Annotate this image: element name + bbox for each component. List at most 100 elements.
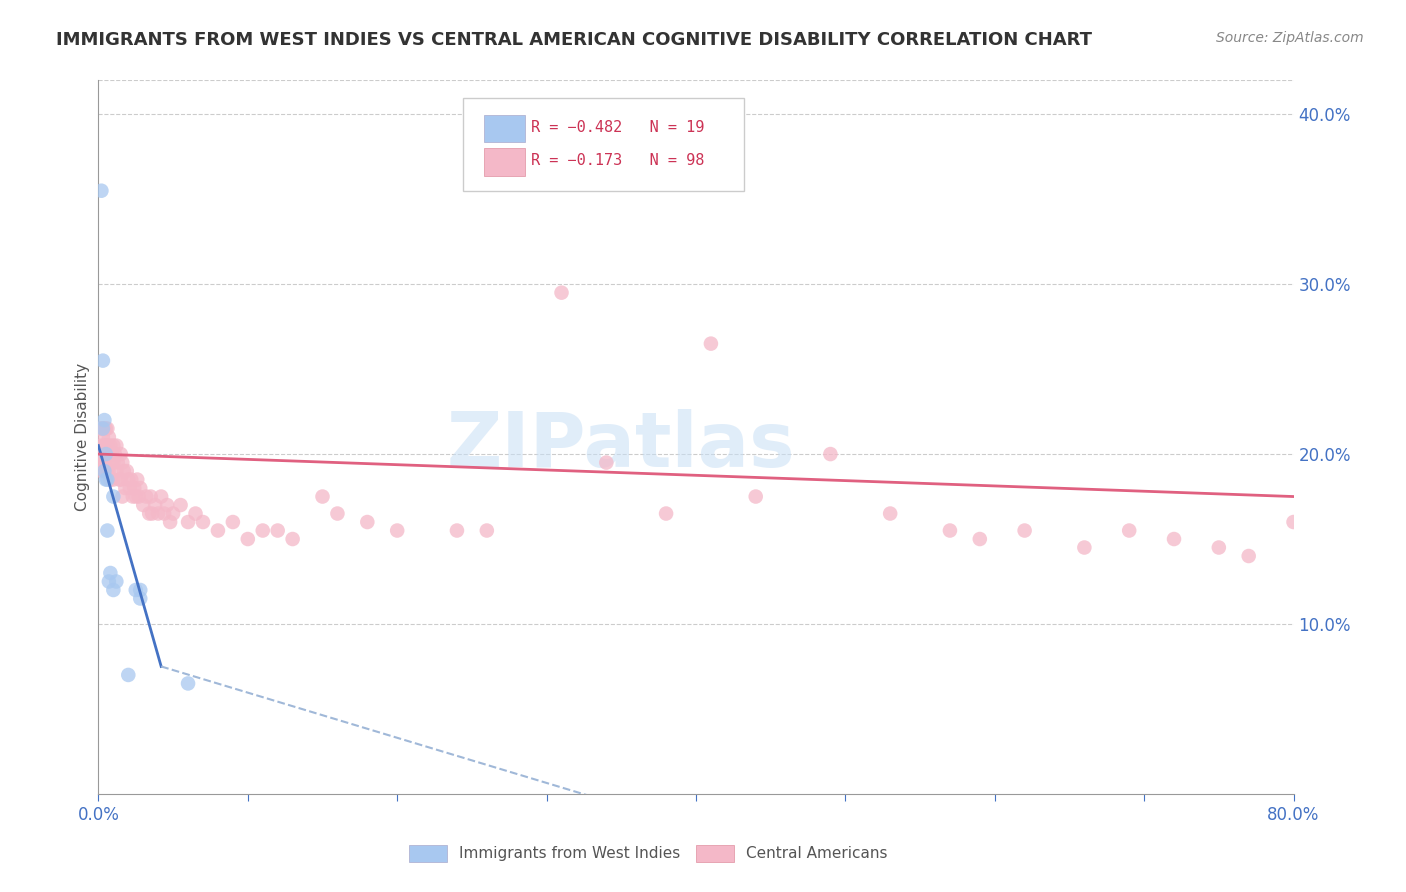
Point bbox=[969, 532, 991, 546]
Point bbox=[96, 524, 118, 538]
Point bbox=[326, 507, 349, 521]
Point bbox=[139, 490, 162, 504]
Point bbox=[90, 456, 112, 470]
Point bbox=[356, 515, 378, 529]
Point bbox=[156, 498, 179, 512]
Point bbox=[184, 507, 207, 521]
Text: IMMIGRANTS FROM WEST INDIES VS CENTRAL AMERICAN COGNITIVE DISABILITY CORRELATION: IMMIGRANTS FROM WEST INDIES VS CENTRAL A… bbox=[56, 31, 1092, 49]
Point bbox=[97, 464, 120, 478]
Point bbox=[1118, 524, 1140, 538]
FancyBboxPatch shape bbox=[485, 148, 524, 176]
Point bbox=[177, 515, 200, 529]
Point bbox=[1073, 541, 1095, 555]
Point bbox=[105, 464, 128, 478]
Point bbox=[91, 353, 114, 368]
Point bbox=[91, 430, 114, 444]
Point bbox=[162, 507, 184, 521]
Point bbox=[101, 456, 124, 470]
Point bbox=[89, 447, 111, 461]
Point bbox=[91, 447, 114, 461]
Point bbox=[111, 490, 134, 504]
Point bbox=[129, 591, 152, 606]
Point bbox=[1208, 541, 1230, 555]
Point bbox=[475, 524, 498, 538]
Point bbox=[91, 421, 114, 435]
Point bbox=[112, 464, 135, 478]
Point bbox=[1282, 515, 1305, 529]
Point bbox=[110, 447, 132, 461]
Point bbox=[96, 421, 118, 435]
Point bbox=[120, 473, 142, 487]
Point bbox=[97, 430, 120, 444]
Point bbox=[121, 490, 143, 504]
Point bbox=[135, 490, 157, 504]
Point bbox=[111, 456, 134, 470]
Point bbox=[107, 456, 129, 470]
Point bbox=[446, 524, 468, 538]
FancyBboxPatch shape bbox=[463, 98, 744, 191]
Point bbox=[103, 439, 125, 453]
Point bbox=[94, 447, 117, 461]
Point bbox=[138, 507, 160, 521]
Point bbox=[550, 285, 572, 300]
Point bbox=[117, 668, 139, 682]
Point bbox=[94, 447, 117, 461]
Point bbox=[141, 507, 163, 521]
Y-axis label: Cognitive Disability: Cognitive Disability bbox=[75, 363, 90, 511]
FancyBboxPatch shape bbox=[485, 114, 524, 143]
Point bbox=[100, 566, 122, 580]
Point bbox=[103, 473, 125, 487]
Point bbox=[124, 481, 146, 495]
Point bbox=[100, 473, 122, 487]
Point bbox=[93, 421, 115, 435]
Point bbox=[939, 524, 962, 538]
Point bbox=[103, 456, 125, 470]
Point bbox=[236, 532, 259, 546]
Point bbox=[93, 447, 115, 461]
Point bbox=[207, 524, 229, 538]
Point bbox=[127, 473, 149, 487]
Point bbox=[128, 490, 150, 504]
Point bbox=[108, 473, 131, 487]
Point bbox=[125, 490, 148, 504]
Legend: Immigrants from West Indies, Central Americans: Immigrants from West Indies, Central Ame… bbox=[402, 838, 894, 868]
Point bbox=[143, 498, 166, 512]
Point bbox=[177, 676, 200, 690]
Point bbox=[655, 507, 678, 521]
Point bbox=[93, 439, 115, 453]
Point bbox=[700, 336, 723, 351]
Point bbox=[96, 447, 118, 461]
Point bbox=[385, 524, 409, 538]
Point bbox=[97, 447, 120, 461]
Point bbox=[94, 473, 117, 487]
Point bbox=[115, 464, 138, 478]
Point bbox=[90, 464, 112, 478]
Point bbox=[125, 582, 148, 597]
Point bbox=[90, 421, 112, 435]
Point bbox=[252, 524, 274, 538]
Point bbox=[1163, 532, 1185, 546]
Point bbox=[91, 456, 114, 470]
Text: R = −0.482   N = 19: R = −0.482 N = 19 bbox=[531, 120, 704, 135]
Point bbox=[90, 439, 112, 453]
Point bbox=[93, 456, 115, 470]
Text: Source: ZipAtlas.com: Source: ZipAtlas.com bbox=[1216, 31, 1364, 45]
Point bbox=[94, 421, 117, 435]
Point bbox=[132, 498, 155, 512]
Point bbox=[118, 481, 141, 495]
Point bbox=[96, 439, 118, 453]
Point bbox=[1014, 524, 1036, 538]
Point bbox=[89, 421, 111, 435]
Point bbox=[117, 473, 139, 487]
Point bbox=[879, 507, 901, 521]
Point bbox=[114, 481, 136, 495]
Point bbox=[222, 515, 245, 529]
Point bbox=[90, 184, 112, 198]
Point bbox=[103, 490, 125, 504]
Point bbox=[311, 490, 333, 504]
Point bbox=[745, 490, 768, 504]
Point bbox=[94, 439, 117, 453]
Point bbox=[159, 515, 181, 529]
Point bbox=[129, 582, 152, 597]
Text: R = −0.173   N = 98: R = −0.173 N = 98 bbox=[531, 153, 704, 169]
